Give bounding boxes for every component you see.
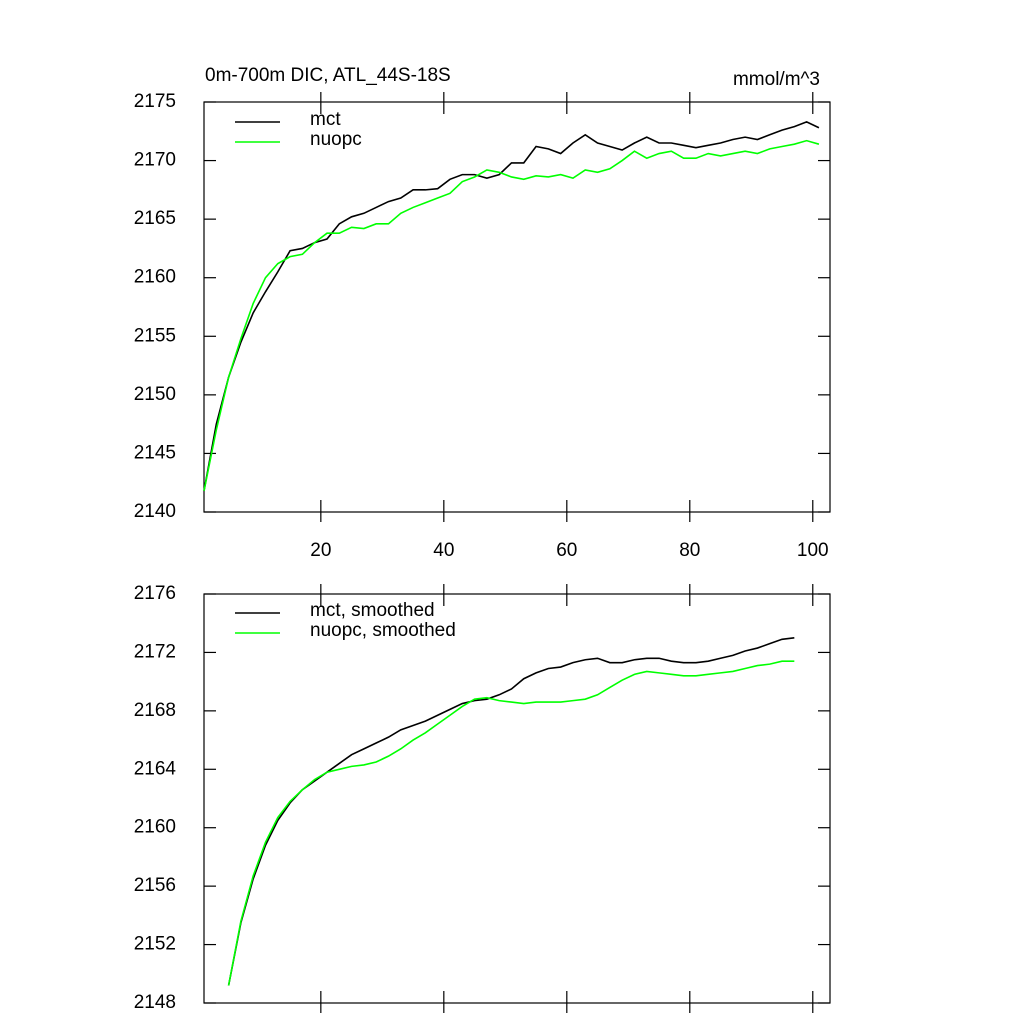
y-tick-label: 2152 — [134, 934, 176, 955]
plot-frame — [203, 101, 831, 513]
y-tick-label: 2160 — [134, 267, 176, 288]
y-tick-label: 2176 — [134, 583, 176, 604]
legend-label: nuopc, smoothed — [310, 620, 456, 641]
series-line — [203, 121, 820, 492]
legend-label: mct, smoothed — [310, 600, 435, 621]
series-line — [203, 139, 820, 492]
x-tick-label: 60 — [556, 540, 577, 561]
x-tick-label: 20 — [310, 540, 331, 561]
y-tick-label: 2145 — [134, 442, 176, 463]
series-line — [227, 660, 795, 986]
x-tick-label: 80 — [679, 540, 700, 561]
y-tick-label: 2168 — [134, 700, 176, 721]
x-tick-label: 100 — [797, 540, 829, 561]
y-tick-label: 2172 — [134, 641, 176, 662]
y-tick-label: 2155 — [134, 325, 176, 346]
x-tick-label: 40 — [433, 540, 454, 561]
y-tick-label: 2160 — [134, 817, 176, 838]
y-tick-label: 2140 — [134, 501, 176, 522]
legend-label: mct — [310, 109, 341, 130]
chart-title: 0m-700m DIC, ATL_44S-18S — [205, 65, 451, 86]
units-label: mmol/m^3 — [733, 69, 820, 90]
y-tick-label: 2165 — [134, 208, 176, 229]
y-tick-label: 2175 — [134, 91, 176, 112]
y-tick-label: 2148 — [134, 992, 176, 1013]
plot-frame — [203, 593, 831, 1004]
y-tick-label: 2150 — [134, 384, 176, 405]
legend-label: nuopc — [310, 129, 362, 150]
y-tick-label: 2170 — [134, 150, 176, 171]
series-line — [227, 637, 795, 986]
y-tick-label: 2156 — [134, 875, 176, 896]
y-tick-label: 2164 — [134, 758, 177, 779]
